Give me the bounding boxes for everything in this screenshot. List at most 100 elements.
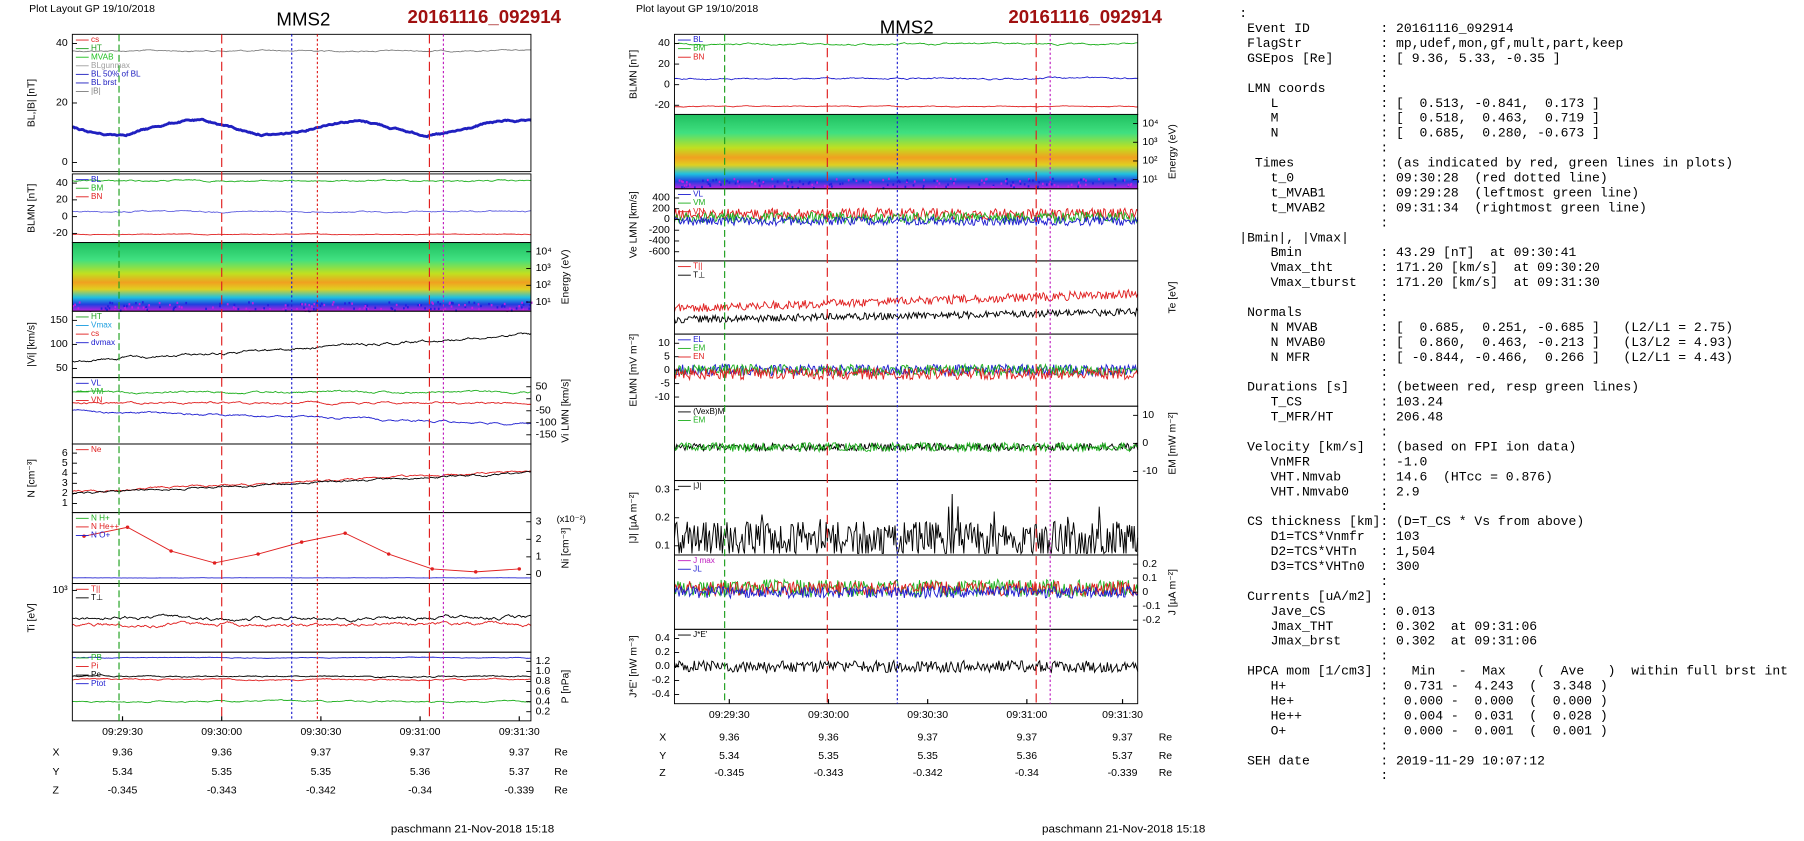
y-tick-label: 10 <box>1142 410 1154 421</box>
y-tick-label: 40 <box>658 38 670 49</box>
spectrogram-noise <box>390 306 393 310</box>
trace <box>673 362 1138 378</box>
spectrogram-noise <box>967 185 970 189</box>
spectrogram-noise <box>406 306 409 309</box>
spectrogram-noise <box>1082 178 1085 181</box>
spectrogram-noise <box>1041 186 1044 190</box>
trace <box>72 179 532 183</box>
spectrogram-noise <box>1057 185 1060 188</box>
spectrogram-noise <box>855 179 858 183</box>
spectrogram-noise <box>839 182 842 186</box>
legend-label: EL <box>693 335 703 344</box>
spectrogram-noise <box>114 308 116 312</box>
spectrogram-noise <box>478 308 480 311</box>
spectrogram-noise <box>267 304 269 307</box>
legend-label: HT <box>91 312 102 321</box>
spectrogram-noise <box>1102 182 1105 185</box>
info-line: Normals : <box>1239 305 1388 320</box>
spectrogram-noise <box>374 306 377 309</box>
coord-cell: 5.35 <box>917 751 938 762</box>
spectrogram-noise <box>418 303 421 307</box>
y-tick-label: 10¹ <box>1142 174 1158 185</box>
spectrogram-noise <box>424 307 426 310</box>
spectrogram-noise <box>978 183 981 186</box>
spectrogram-noise <box>947 183 949 186</box>
info-line: T_CS : 103.24 <box>1239 395 1443 410</box>
spectrogram-noise <box>816 181 818 184</box>
y-tick-label: -10 <box>1142 466 1157 477</box>
spectrogram-noise <box>119 309 122 312</box>
y-tick-label: -150 <box>536 430 557 441</box>
y-tick-label: -50 <box>536 406 551 417</box>
spectrogram-noise <box>1036 186 1038 190</box>
spectrogram-noise <box>983 181 986 185</box>
coord-cell: -0.34 <box>408 785 432 796</box>
x-tick-label: 09:30:30 <box>907 710 948 721</box>
spectrogram-noise <box>1028 179 1031 182</box>
spectrogram-noise <box>771 185 774 188</box>
trace <box>673 493 1139 555</box>
spectrogram-noise <box>286 304 289 307</box>
spectrogram-noise <box>284 309 287 312</box>
spectrogram-noise <box>174 305 177 309</box>
info-line: : <box>1239 215 1388 230</box>
spectrogram-noise <box>308 303 311 307</box>
spectrogram-noise <box>985 177 988 181</box>
trace <box>72 470 532 493</box>
coord-cell: -0.343 <box>814 768 844 779</box>
spectrogram-noise <box>1067 185 1070 188</box>
info-line: : <box>1239 290 1388 305</box>
spectrogram-noise <box>1045 183 1048 186</box>
spectrogram-noise <box>1114 178 1117 181</box>
spectrogram-noise <box>219 304 221 308</box>
spectrogram-noise <box>100 307 103 310</box>
spectrogram-noise <box>686 184 689 188</box>
spectrogram-noise <box>1041 182 1044 186</box>
spectrogram-noise <box>1050 183 1053 186</box>
info-line: Jmax_brst : 0.302 at 09:31:06 <box>1239 634 1537 649</box>
info-line: He++ : 0.004 - 0.031 ( 0.028 ) <box>1239 709 1607 724</box>
coord-cell: -0.339 <box>504 785 534 796</box>
spectrogram-noise <box>173 306 175 310</box>
info-line: Bmin : 43.29 [nT] at 09:30:41 <box>1239 245 1576 260</box>
spectrogram-noise <box>123 304 126 308</box>
spectrogram-noise <box>1085 179 1087 182</box>
trace <box>674 288 1139 312</box>
spectrogram-noise <box>701 185 703 189</box>
spectrogram-noise <box>827 185 830 189</box>
info-line: Jave_CS : 0.013 <box>1239 604 1435 619</box>
spectrogram-noise <box>176 301 179 304</box>
spectrogram-noise <box>728 181 731 184</box>
legend-label: HT <box>91 44 102 53</box>
spectrogram-noise <box>251 302 254 305</box>
spectrogram-noise <box>320 302 323 305</box>
legend-label: (VexB)M <box>693 407 725 416</box>
info-line: M : [ 0.518, 0.463, 0.719 ] <box>1239 111 1600 126</box>
x-tick-label: 09:29:30 <box>709 710 750 721</box>
y-tick-label: 0.3 <box>655 485 670 496</box>
spectrogram-noise <box>468 301 471 304</box>
panel-frame <box>71 512 532 585</box>
spectrogram-noise <box>159 305 161 309</box>
spectrogram-noise <box>1053 184 1056 187</box>
coord-cell: 9.37 <box>1017 733 1038 744</box>
spectrogram-noise <box>429 307 432 311</box>
trace <box>72 389 532 395</box>
coord-cell: Re <box>554 767 568 778</box>
trace <box>72 117 532 139</box>
x-tick-label: 09:29:30 <box>102 727 143 738</box>
spectrogram-noise <box>124 308 127 311</box>
spectrogram-noise <box>451 301 454 305</box>
coord-cell: Y <box>53 767 60 778</box>
spectrogram-noise <box>450 305 453 308</box>
spectrogram-noise <box>886 183 889 186</box>
spectrogram-noise <box>693 186 696 189</box>
spectrogram-noise <box>741 186 744 189</box>
legend-label: dvmax <box>91 338 115 347</box>
legend-label: Pe <box>91 670 101 679</box>
spectrogram-noise <box>269 308 271 311</box>
spectrogram-noise <box>1079 184 1082 187</box>
spectrogram-noise <box>344 302 346 305</box>
spectrogram-noise <box>913 180 916 183</box>
